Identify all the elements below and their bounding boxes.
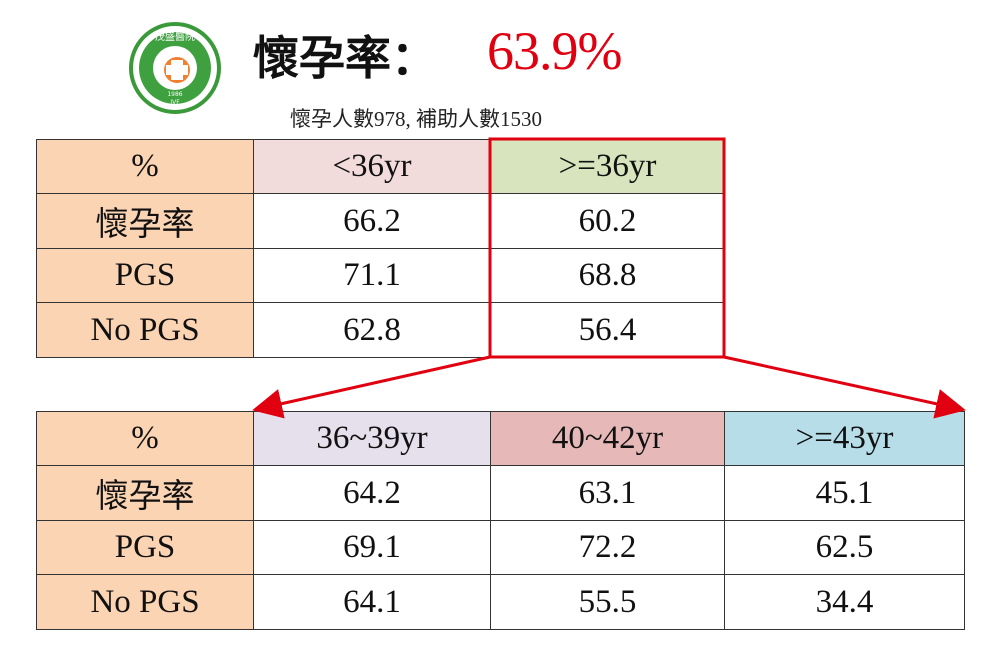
row-label: 懷孕率 — [36, 193, 254, 249]
header-cell: % — [36, 411, 254, 466]
value-cell: 71.1 — [253, 248, 491, 303]
highlight-box — [488, 137, 726, 359]
header-cell: 40~42yr — [490, 411, 725, 466]
arrow — [252, 355, 491, 419]
row-label: No PGS — [36, 574, 254, 630]
value-cell: 60.2 — [490, 193, 725, 249]
title: 懷孕率： — [253, 31, 437, 85]
row-label: No PGS — [36, 302, 254, 358]
value-cell: 55.5 — [490, 574, 725, 630]
header-cell: <36yr — [253, 139, 491, 194]
header-cell: >=36yr — [490, 139, 725, 194]
header-cell: 36~39yr — [253, 411, 491, 466]
value-cell: 56.4 — [490, 302, 725, 358]
subtitle: 懷孕人數978, 補助人數1530 — [290, 107, 542, 131]
logo: 茂盛醫院 1986 IVF — [129, 22, 221, 114]
arrow — [723, 355, 966, 419]
value-cell: 62.8 — [253, 302, 491, 358]
logo-name: 茂盛醫院 — [155, 30, 195, 43]
row-label: PGS — [36, 248, 254, 303]
value-cell: 69.1 — [253, 520, 491, 575]
logo-tag: IVF — [170, 99, 180, 106]
logo-year: 1986 — [167, 91, 182, 98]
header-cell: >=43yr — [724, 411, 965, 466]
value-cell: 63.1 — [490, 465, 725, 521]
value-cell: 62.5 — [724, 520, 965, 575]
value-cell: 64.1 — [253, 574, 491, 630]
rate: 63.9% — [487, 21, 622, 81]
value-cell: 64.2 — [253, 465, 491, 521]
value-cell: 66.2 — [253, 193, 491, 249]
header-cell: % — [36, 139, 254, 194]
value-cell: 34.4 — [724, 574, 965, 630]
row-label: PGS — [36, 520, 254, 575]
